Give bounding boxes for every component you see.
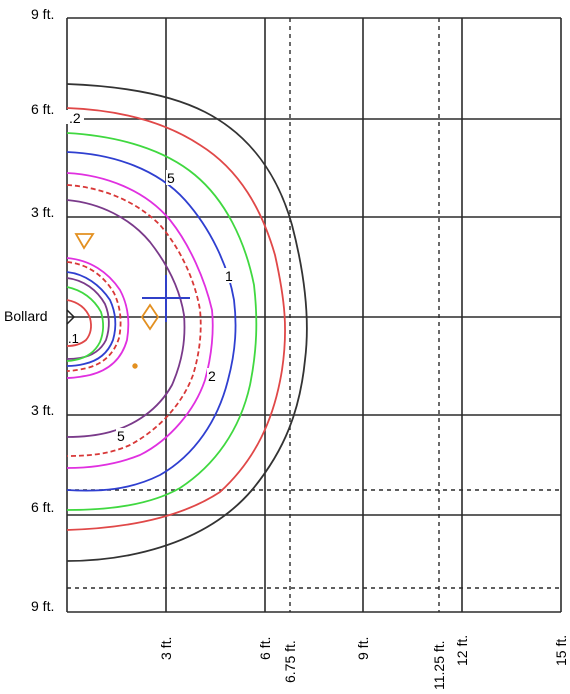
contour-0-2: [66, 83, 308, 562]
x-label-11-25ft: 11.25 ft.: [431, 640, 447, 690]
y-label-bottom-9ft: 9 ft.: [31, 598, 55, 614]
contour-core-purple: [66, 277, 110, 360]
x-label-6ft: 6 ft.: [257, 636, 273, 660]
y-label-bottom-6ft: 6 ft.: [31, 499, 55, 515]
contour-core-green: [66, 286, 105, 362]
contour-core-magenta: [66, 257, 130, 379]
contour-1: [66, 132, 258, 511]
x-label-3ft: 3 ft.: [158, 636, 174, 660]
contour-dashed: [66, 184, 202, 457]
y-label-bottom-3ft: 3 ft.: [31, 402, 55, 418]
contour-label-2: 2: [208, 368, 216, 384]
dashed-guides: [67, 18, 561, 612]
contour-2: [66, 151, 237, 492]
contour-label-0-2: .2: [69, 110, 81, 126]
contour-label-5-top: 5: [167, 170, 175, 186]
x-label-6-75ft: 6.75 ft.: [282, 640, 298, 683]
x-label-9ft: 9 ft.: [355, 636, 371, 660]
contour-0-5: [66, 107, 286, 531]
contour-label-0-1: .1: [68, 331, 79, 346]
dot-marker: [132, 363, 138, 369]
triangle-marker: [74, 233, 95, 250]
contour-label-1: 1: [225, 268, 233, 284]
contour-core-blue: [66, 271, 117, 367]
contours: [66, 83, 308, 562]
y-label-top-6ft: 6 ft.: [31, 101, 55, 117]
bollard-marker: [66, 309, 76, 325]
x-label-15ft: 15 ft.: [553, 634, 569, 666]
y-label-top-3ft: 3 ft.: [31, 204, 55, 220]
contour-core-dashed: [66, 261, 122, 372]
y-label-top-9ft: 9 ft.: [31, 6, 55, 22]
contour-label-5-bottom: 5: [117, 428, 125, 444]
x-label-12ft: 12 ft.: [454, 634, 470, 666]
diamond-marker: [140, 303, 160, 331]
contour-5: [66, 172, 214, 469]
contour-core-red: [66, 299, 92, 347]
contour-labels: .2 5 1 2 5 .1: [66, 110, 234, 444]
contour-inner-purple: [66, 199, 186, 438]
orange-markers: [74, 233, 160, 369]
y-label-bollard: Bollard: [4, 308, 48, 324]
grid: [66, 17, 562, 613]
crosshair-marker: [142, 275, 190, 322]
